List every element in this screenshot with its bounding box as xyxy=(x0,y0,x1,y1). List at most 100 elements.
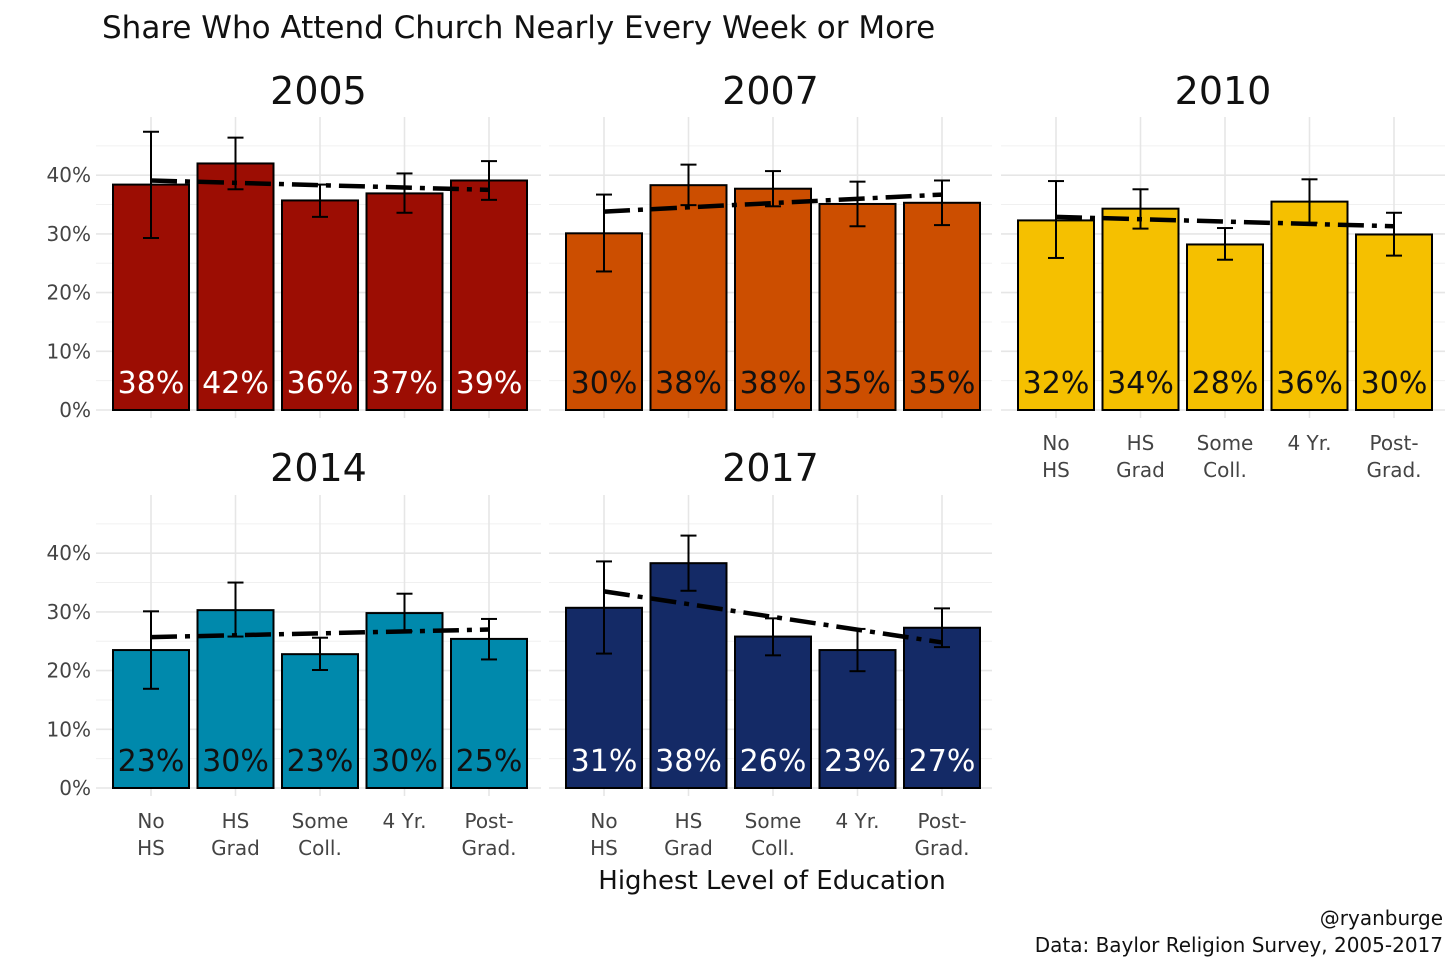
bar-value-label: 35% xyxy=(824,366,891,401)
bar-value-label: 30% xyxy=(202,744,269,779)
bar-value-label: 34% xyxy=(1107,366,1174,401)
x-tick-label: Coll. xyxy=(751,836,795,860)
x-tick-label: No xyxy=(137,809,164,833)
x-tick-label: 4 Yr. xyxy=(835,809,879,833)
x-tick-label: Some xyxy=(745,809,802,833)
bar-value-label: 36% xyxy=(1276,366,1343,401)
facet-2007: 2007 30% 38% 38% 35% 35% xyxy=(549,69,992,418)
bar xyxy=(196,609,275,789)
bar xyxy=(903,201,981,411)
bar xyxy=(734,187,812,411)
x-tick-label: Grad. xyxy=(1366,458,1421,482)
error-bar xyxy=(765,617,781,657)
x-tick-label: Grad. xyxy=(461,836,516,860)
bar xyxy=(281,199,359,411)
bar-value-label: 42% xyxy=(202,366,269,401)
bar-value-label: 38% xyxy=(655,366,722,401)
facet-2017: 2017 31% 38% 26% 23% 27% No HS HS Grad Some Coll. 4 … xyxy=(549,446,992,860)
x-tick-label: 4 Yr. xyxy=(1287,431,1331,455)
bar xyxy=(450,179,528,411)
facet-title: 2014 xyxy=(270,446,367,490)
x-tick-label: Post- xyxy=(464,809,513,833)
bar-value-label: 30% xyxy=(1361,366,1428,401)
error-bar xyxy=(934,607,950,649)
bar-value-label: 32% xyxy=(1023,366,1090,401)
bar-value-label: 37% xyxy=(371,366,438,401)
x-tick-label: No xyxy=(590,809,617,833)
x-tick-label: Grad xyxy=(211,836,260,860)
bar-value-label: 31% xyxy=(571,744,638,779)
y-tick-label: 30% xyxy=(47,600,91,624)
bar xyxy=(1270,200,1349,411)
x-tick-label: HS xyxy=(675,809,703,833)
error-bar xyxy=(1386,211,1402,257)
y-tick-label: 10% xyxy=(47,717,91,741)
x-tick-label: Grad. xyxy=(914,836,969,860)
y-tick-label: 40% xyxy=(47,541,91,565)
caption-handle: @ryanburge xyxy=(1320,906,1443,930)
y-tick-label: 0% xyxy=(59,398,91,422)
bar-value-label: 30% xyxy=(571,366,638,401)
x-axis-label: Highest Level of Education xyxy=(598,866,945,896)
facet-title: 2007 xyxy=(722,69,819,113)
trend-line xyxy=(1055,214,1395,229)
error-bar xyxy=(143,130,159,240)
x-tick-label: 4 Yr. xyxy=(382,809,426,833)
caption-source: Data: Baylor Religion Survey, 2005-2017 xyxy=(1035,933,1443,957)
bar xyxy=(903,626,981,790)
y-tick-label: 10% xyxy=(47,339,91,363)
bar xyxy=(818,202,897,411)
x-tick-label: HS xyxy=(222,809,250,833)
error-bar xyxy=(680,163,697,207)
trend-line xyxy=(150,627,490,640)
bar-value-label: 30% xyxy=(371,744,438,779)
error-bar xyxy=(1048,180,1064,259)
facet-2014: 2014 0% 10% 20% 30% 40% 23% 30% 23% 30% 25% No HS HS G… xyxy=(47,446,541,860)
bar-value-label: 23% xyxy=(118,744,185,779)
bar xyxy=(281,653,359,789)
x-tick-label: HS xyxy=(137,836,165,860)
facet-2005: 2005 0% 10% 20% 30% 40% 38% 42% 36% 37% 39% xyxy=(47,69,541,422)
bar xyxy=(818,649,897,789)
bar-value-label: 38% xyxy=(655,744,722,779)
bar-value-label: 38% xyxy=(118,366,185,401)
x-tick-label: Post- xyxy=(1369,431,1418,455)
x-tick-label: Some xyxy=(1197,431,1254,455)
bar-value-label: 28% xyxy=(1192,366,1259,401)
error-bar xyxy=(227,581,244,638)
y-tick-label: 20% xyxy=(47,281,91,305)
bar-value-label: 36% xyxy=(287,366,354,401)
error-bar xyxy=(481,160,497,201)
x-tick-label: Grad xyxy=(1116,458,1165,482)
error-bar xyxy=(596,193,612,273)
x-tick-label: Post- xyxy=(917,809,966,833)
facet-2010: 2010 32% 34% 28% 36% 30% No HS HS Grad Some Coll. 4 … xyxy=(1001,69,1445,482)
bar xyxy=(196,162,275,411)
bar xyxy=(649,184,728,411)
trend-line xyxy=(603,589,943,645)
y-tick-label: 0% xyxy=(59,776,91,800)
facet-title: 2005 xyxy=(270,69,367,113)
x-tick-label: No xyxy=(1042,431,1069,455)
bar-value-label: 26% xyxy=(740,744,807,779)
y-tick-label: 20% xyxy=(47,659,91,683)
facet-title: 2017 xyxy=(722,446,819,490)
bar-value-label: 35% xyxy=(909,366,976,401)
error-bar xyxy=(849,180,866,228)
bar-value-label: 25% xyxy=(456,744,523,779)
error-bar xyxy=(849,627,866,673)
bar-value-label: 38% xyxy=(740,366,807,401)
y-tick-label: 40% xyxy=(47,163,91,187)
error-bar xyxy=(312,183,328,218)
error-bar xyxy=(1217,227,1233,261)
error-bar xyxy=(143,610,159,690)
bar-value-label: 23% xyxy=(287,744,354,779)
x-tick-label: HS xyxy=(590,836,618,860)
bar xyxy=(450,637,528,789)
bar-value-label: 39% xyxy=(456,366,523,401)
trend-line xyxy=(150,178,490,193)
bar xyxy=(365,192,444,411)
x-tick-label: HS xyxy=(1127,431,1155,455)
error-bar xyxy=(934,179,950,227)
